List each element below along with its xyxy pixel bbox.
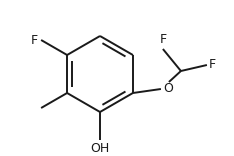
- Text: OH: OH: [90, 142, 110, 155]
- Text: F: F: [159, 33, 166, 46]
- Text: F: F: [31, 34, 38, 46]
- Text: O: O: [163, 81, 173, 95]
- Text: F: F: [209, 58, 216, 71]
